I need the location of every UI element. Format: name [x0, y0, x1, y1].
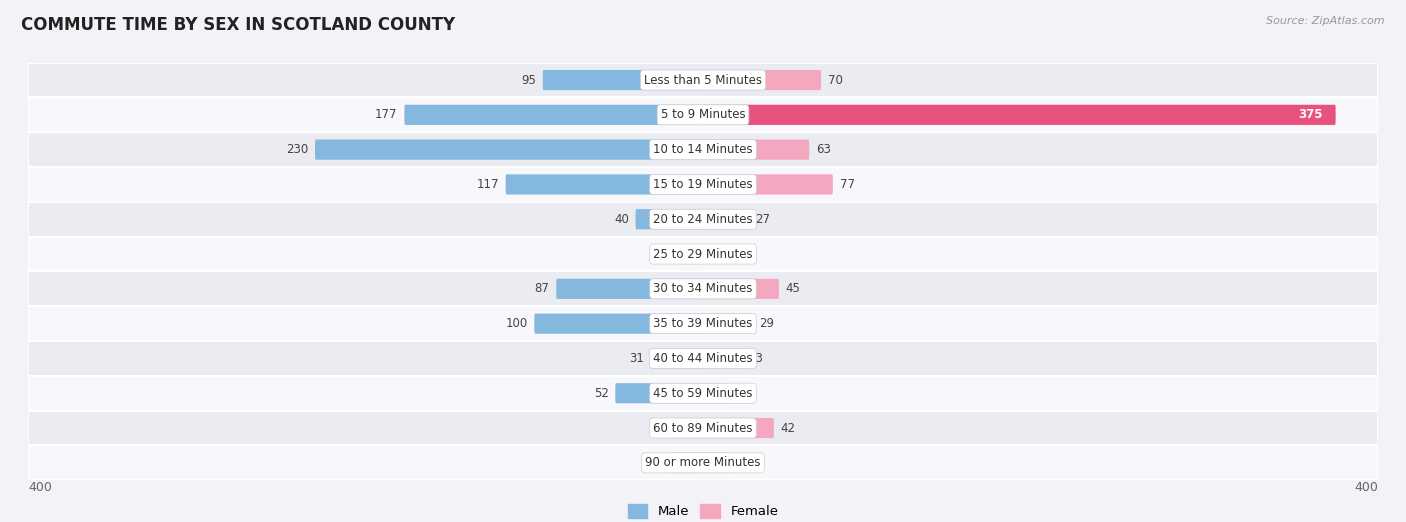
- FancyBboxPatch shape: [28, 411, 1378, 445]
- FancyBboxPatch shape: [669, 453, 703, 473]
- FancyBboxPatch shape: [28, 376, 1378, 411]
- FancyBboxPatch shape: [703, 314, 752, 334]
- Legend: Male, Female: Male, Female: [623, 499, 783, 522]
- FancyBboxPatch shape: [405, 105, 703, 125]
- FancyBboxPatch shape: [616, 383, 703, 404]
- FancyBboxPatch shape: [557, 279, 703, 299]
- FancyBboxPatch shape: [506, 174, 703, 195]
- Text: 25 to 29 Minutes: 25 to 29 Minutes: [654, 247, 752, 260]
- Text: 87: 87: [534, 282, 550, 295]
- FancyBboxPatch shape: [672, 418, 703, 438]
- Text: 13: 13: [731, 387, 747, 400]
- FancyBboxPatch shape: [703, 418, 773, 438]
- FancyBboxPatch shape: [534, 314, 703, 334]
- Text: 117: 117: [477, 178, 499, 191]
- Text: 20: 20: [648, 456, 662, 469]
- FancyBboxPatch shape: [703, 139, 810, 160]
- Text: 20 to 24 Minutes: 20 to 24 Minutes: [654, 213, 752, 226]
- Text: COMMUTE TIME BY SEX IN SCOTLAND COUNTY: COMMUTE TIME BY SEX IN SCOTLAND COUNTY: [21, 16, 456, 33]
- Text: 40 to 44 Minutes: 40 to 44 Minutes: [654, 352, 752, 365]
- Text: 77: 77: [839, 178, 855, 191]
- FancyBboxPatch shape: [703, 453, 731, 473]
- Text: 31: 31: [628, 352, 644, 365]
- FancyBboxPatch shape: [678, 244, 703, 264]
- Text: Source: ZipAtlas.com: Source: ZipAtlas.com: [1267, 16, 1385, 26]
- Text: 23: 23: [748, 352, 763, 365]
- Text: 35 to 39 Minutes: 35 to 39 Minutes: [654, 317, 752, 330]
- FancyBboxPatch shape: [703, 209, 748, 229]
- Text: 27: 27: [755, 213, 770, 226]
- Text: 52: 52: [593, 387, 609, 400]
- FancyBboxPatch shape: [703, 70, 821, 90]
- FancyBboxPatch shape: [28, 271, 1378, 306]
- Text: 5 to 9 Minutes: 5 to 9 Minutes: [661, 109, 745, 121]
- FancyBboxPatch shape: [28, 132, 1378, 167]
- Text: 0: 0: [710, 247, 717, 260]
- Text: 70: 70: [828, 74, 842, 87]
- FancyBboxPatch shape: [28, 167, 1378, 202]
- FancyBboxPatch shape: [703, 383, 725, 404]
- FancyBboxPatch shape: [28, 98, 1378, 132]
- FancyBboxPatch shape: [703, 279, 779, 299]
- Text: 400: 400: [1354, 481, 1378, 494]
- Text: 18: 18: [651, 422, 666, 434]
- FancyBboxPatch shape: [703, 348, 742, 369]
- Text: 42: 42: [780, 422, 796, 434]
- Text: 40: 40: [614, 213, 628, 226]
- Text: 15 to 19 Minutes: 15 to 19 Minutes: [654, 178, 752, 191]
- Text: 90 or more Minutes: 90 or more Minutes: [645, 456, 761, 469]
- FancyBboxPatch shape: [28, 306, 1378, 341]
- Text: 15: 15: [657, 247, 671, 260]
- FancyBboxPatch shape: [28, 236, 1378, 271]
- FancyBboxPatch shape: [28, 341, 1378, 376]
- Text: 30 to 34 Minutes: 30 to 34 Minutes: [654, 282, 752, 295]
- FancyBboxPatch shape: [703, 105, 1336, 125]
- Text: 10 to 14 Minutes: 10 to 14 Minutes: [654, 143, 752, 156]
- FancyBboxPatch shape: [636, 209, 703, 229]
- Text: 100: 100: [505, 317, 527, 330]
- FancyBboxPatch shape: [28, 445, 1378, 480]
- Text: 230: 230: [285, 143, 308, 156]
- FancyBboxPatch shape: [28, 63, 1378, 98]
- Text: Less than 5 Minutes: Less than 5 Minutes: [644, 74, 762, 87]
- Text: 177: 177: [375, 109, 398, 121]
- Text: 60 to 89 Minutes: 60 to 89 Minutes: [654, 422, 752, 434]
- Text: 29: 29: [759, 317, 773, 330]
- FancyBboxPatch shape: [315, 139, 703, 160]
- Text: 45 to 59 Minutes: 45 to 59 Minutes: [654, 387, 752, 400]
- FancyBboxPatch shape: [651, 348, 703, 369]
- FancyBboxPatch shape: [703, 174, 832, 195]
- Text: 63: 63: [815, 143, 831, 156]
- Text: 400: 400: [28, 481, 52, 494]
- FancyBboxPatch shape: [28, 202, 1378, 236]
- Text: 375: 375: [1298, 109, 1322, 121]
- Text: 45: 45: [786, 282, 800, 295]
- Text: 95: 95: [522, 74, 536, 87]
- FancyBboxPatch shape: [543, 70, 703, 90]
- Text: 17: 17: [738, 456, 754, 469]
